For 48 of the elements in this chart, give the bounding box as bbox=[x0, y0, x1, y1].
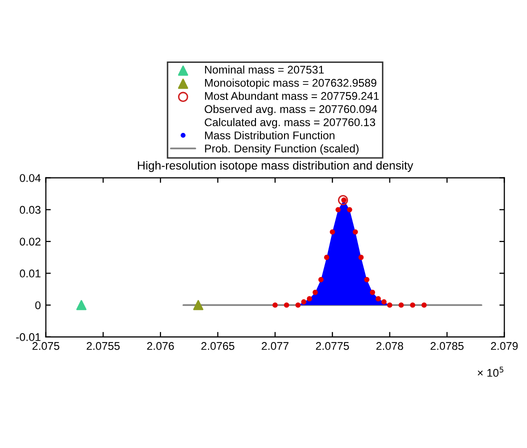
x-tick-label: 2.076 bbox=[147, 342, 174, 350]
x-tick-label: 2.079 bbox=[490, 342, 518, 350]
legend-label: Monoisotopic mass = 207632.9589 bbox=[205, 78, 376, 89]
point bbox=[318, 277, 324, 282]
x-tick-label: 2.0785 bbox=[430, 342, 464, 350]
y-tick-label: 0.02 bbox=[20, 238, 40, 246]
x-tick-label: 2.077 bbox=[262, 342, 288, 350]
text: × 10$^{5}$ bbox=[478, 366, 504, 377]
point bbox=[295, 302, 301, 308]
legend-label: Prob. Density Function (scaled) bbox=[205, 144, 359, 155]
point bbox=[324, 254, 330, 260]
y-tick-label: 0 bbox=[35, 301, 41, 310]
point bbox=[381, 299, 387, 305]
point bbox=[398, 302, 404, 308]
point bbox=[376, 296, 381, 302]
point bbox=[306, 296, 312, 302]
point bbox=[370, 290, 376, 295]
point bbox=[284, 302, 290, 308]
legend-label: Nominal mass = 207531 bbox=[205, 65, 324, 74]
x-tick-label: 2.078 bbox=[376, 342, 404, 350]
point bbox=[193, 300, 204, 310]
legend-label: Mass Distribution Function bbox=[205, 131, 334, 140]
text: Calculated avg. mass = 207760.13 bbox=[204, 118, 376, 128]
point bbox=[312, 290, 318, 295]
x-tick-label: 2.0755 bbox=[86, 342, 120, 350]
y-tick-label: 0.01 bbox=[20, 270, 40, 278]
x-tick-label: 2.0775 bbox=[316, 342, 349, 350]
point bbox=[387, 302, 392, 308]
point bbox=[410, 302, 416, 308]
point bbox=[272, 302, 278, 308]
point bbox=[336, 207, 341, 212]
point bbox=[330, 229, 336, 235]
x-tick-label: 2.075 bbox=[32, 342, 60, 350]
legend-label: Most Abundant mass = 207759.241 bbox=[205, 92, 379, 100]
point bbox=[347, 207, 352, 212]
point bbox=[422, 302, 427, 308]
point bbox=[338, 195, 348, 206]
y-tick-label: 0.04 bbox=[20, 174, 41, 182]
y-tick-label: 0.03 bbox=[20, 206, 40, 214]
text: Observed avg. mass = 207760.094 bbox=[204, 104, 378, 116]
point bbox=[352, 229, 358, 235]
y-tick-label: -0.01 bbox=[16, 333, 40, 342]
x-tick-label: 2.0765 bbox=[201, 342, 234, 350]
point bbox=[76, 300, 86, 310]
chart-title: High-resolution isotope mass distribution and density bbox=[138, 160, 414, 172]
point bbox=[358, 254, 364, 260]
point bbox=[364, 277, 370, 282]
point bbox=[301, 299, 306, 305]
